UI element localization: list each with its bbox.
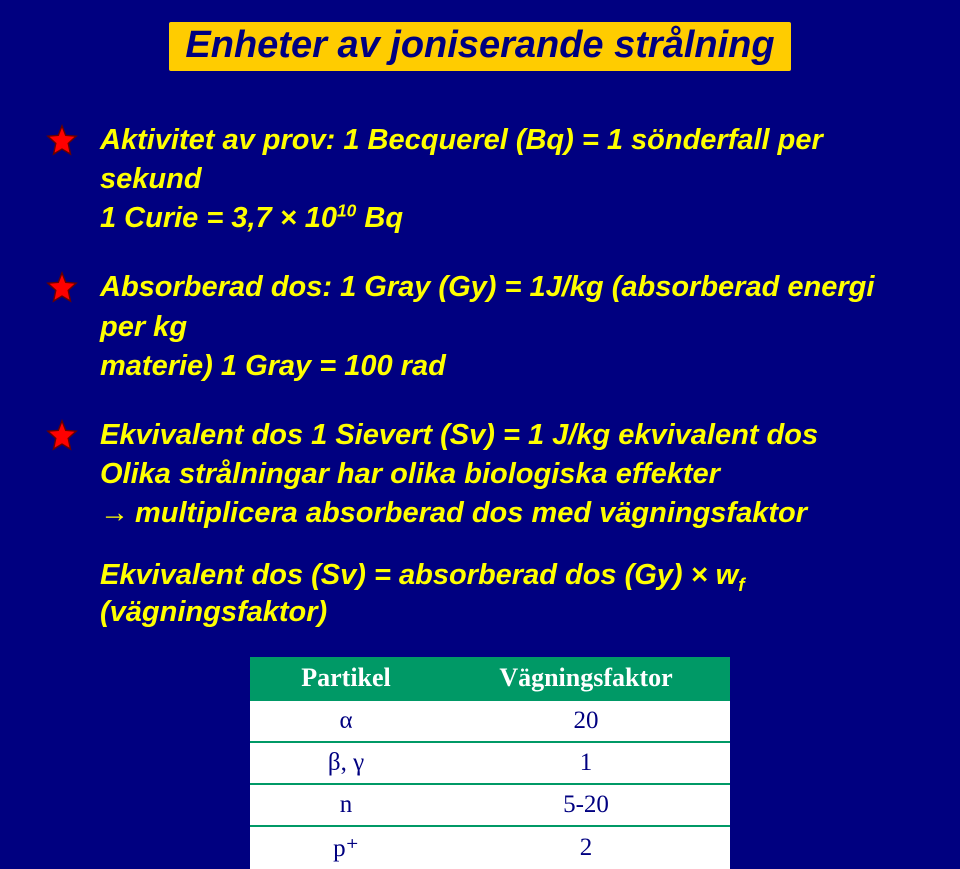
content-area: Aktivitet av prov: 1 Becquerel (Bq) = 1 … <box>0 71 960 869</box>
star-icon <box>45 123 79 157</box>
slide-title: Enheter av joniserande strålning <box>169 22 790 71</box>
formula-line: Ekvivalent dos (Sv) = absorberad dos (Gy… <box>100 559 920 629</box>
table-row: p⁺2 <box>250 826 730 869</box>
bullet-line: →multiplicera absorberad dos med vägning… <box>100 494 920 533</box>
bullet-line: Absorberad dos: 1 Gray (Gy) = 1J/kg (abs… <box>100 268 920 346</box>
table-row: β, γ1 <box>250 742 730 784</box>
table-row: n5-20 <box>250 784 730 826</box>
bullet-activity: Aktivitet av prov: 1 Becquerel (Bq) = 1 … <box>100 121 920 238</box>
bullet-line: materie) 1 Gray = 100 rad <box>100 347 920 386</box>
bullet-absorbed: Absorberad dos: 1 Gray (Gy) = 1J/kg (abs… <box>100 268 920 385</box>
bullet-line: 1 Curie = 3,7 × 1010 Bq <box>100 199 920 238</box>
bullet-line: Olika strålningar har olika biologiska e… <box>100 455 920 494</box>
arrow-icon: → <box>100 494 129 533</box>
table-header: Vägningsfaktor <box>442 657 730 700</box>
bullet-equivalent: Ekvivalent dos 1 Sievert (Sv) = 1 J/kg e… <box>100 416 920 533</box>
table-row: α20 <box>250 700 730 742</box>
bullet-line: Aktivitet av prov: 1 Becquerel (Bq) = 1 … <box>100 121 920 199</box>
bullet-line: Ekvivalent dos 1 Sievert (Sv) = 1 J/kg e… <box>100 416 920 455</box>
table-header: Partikel <box>250 657 442 700</box>
star-icon <box>45 418 79 452</box>
weighting-table: Partikel Vägningsfaktor α20 β, γ1 n5-20 … <box>250 657 730 869</box>
star-icon <box>45 270 79 304</box>
